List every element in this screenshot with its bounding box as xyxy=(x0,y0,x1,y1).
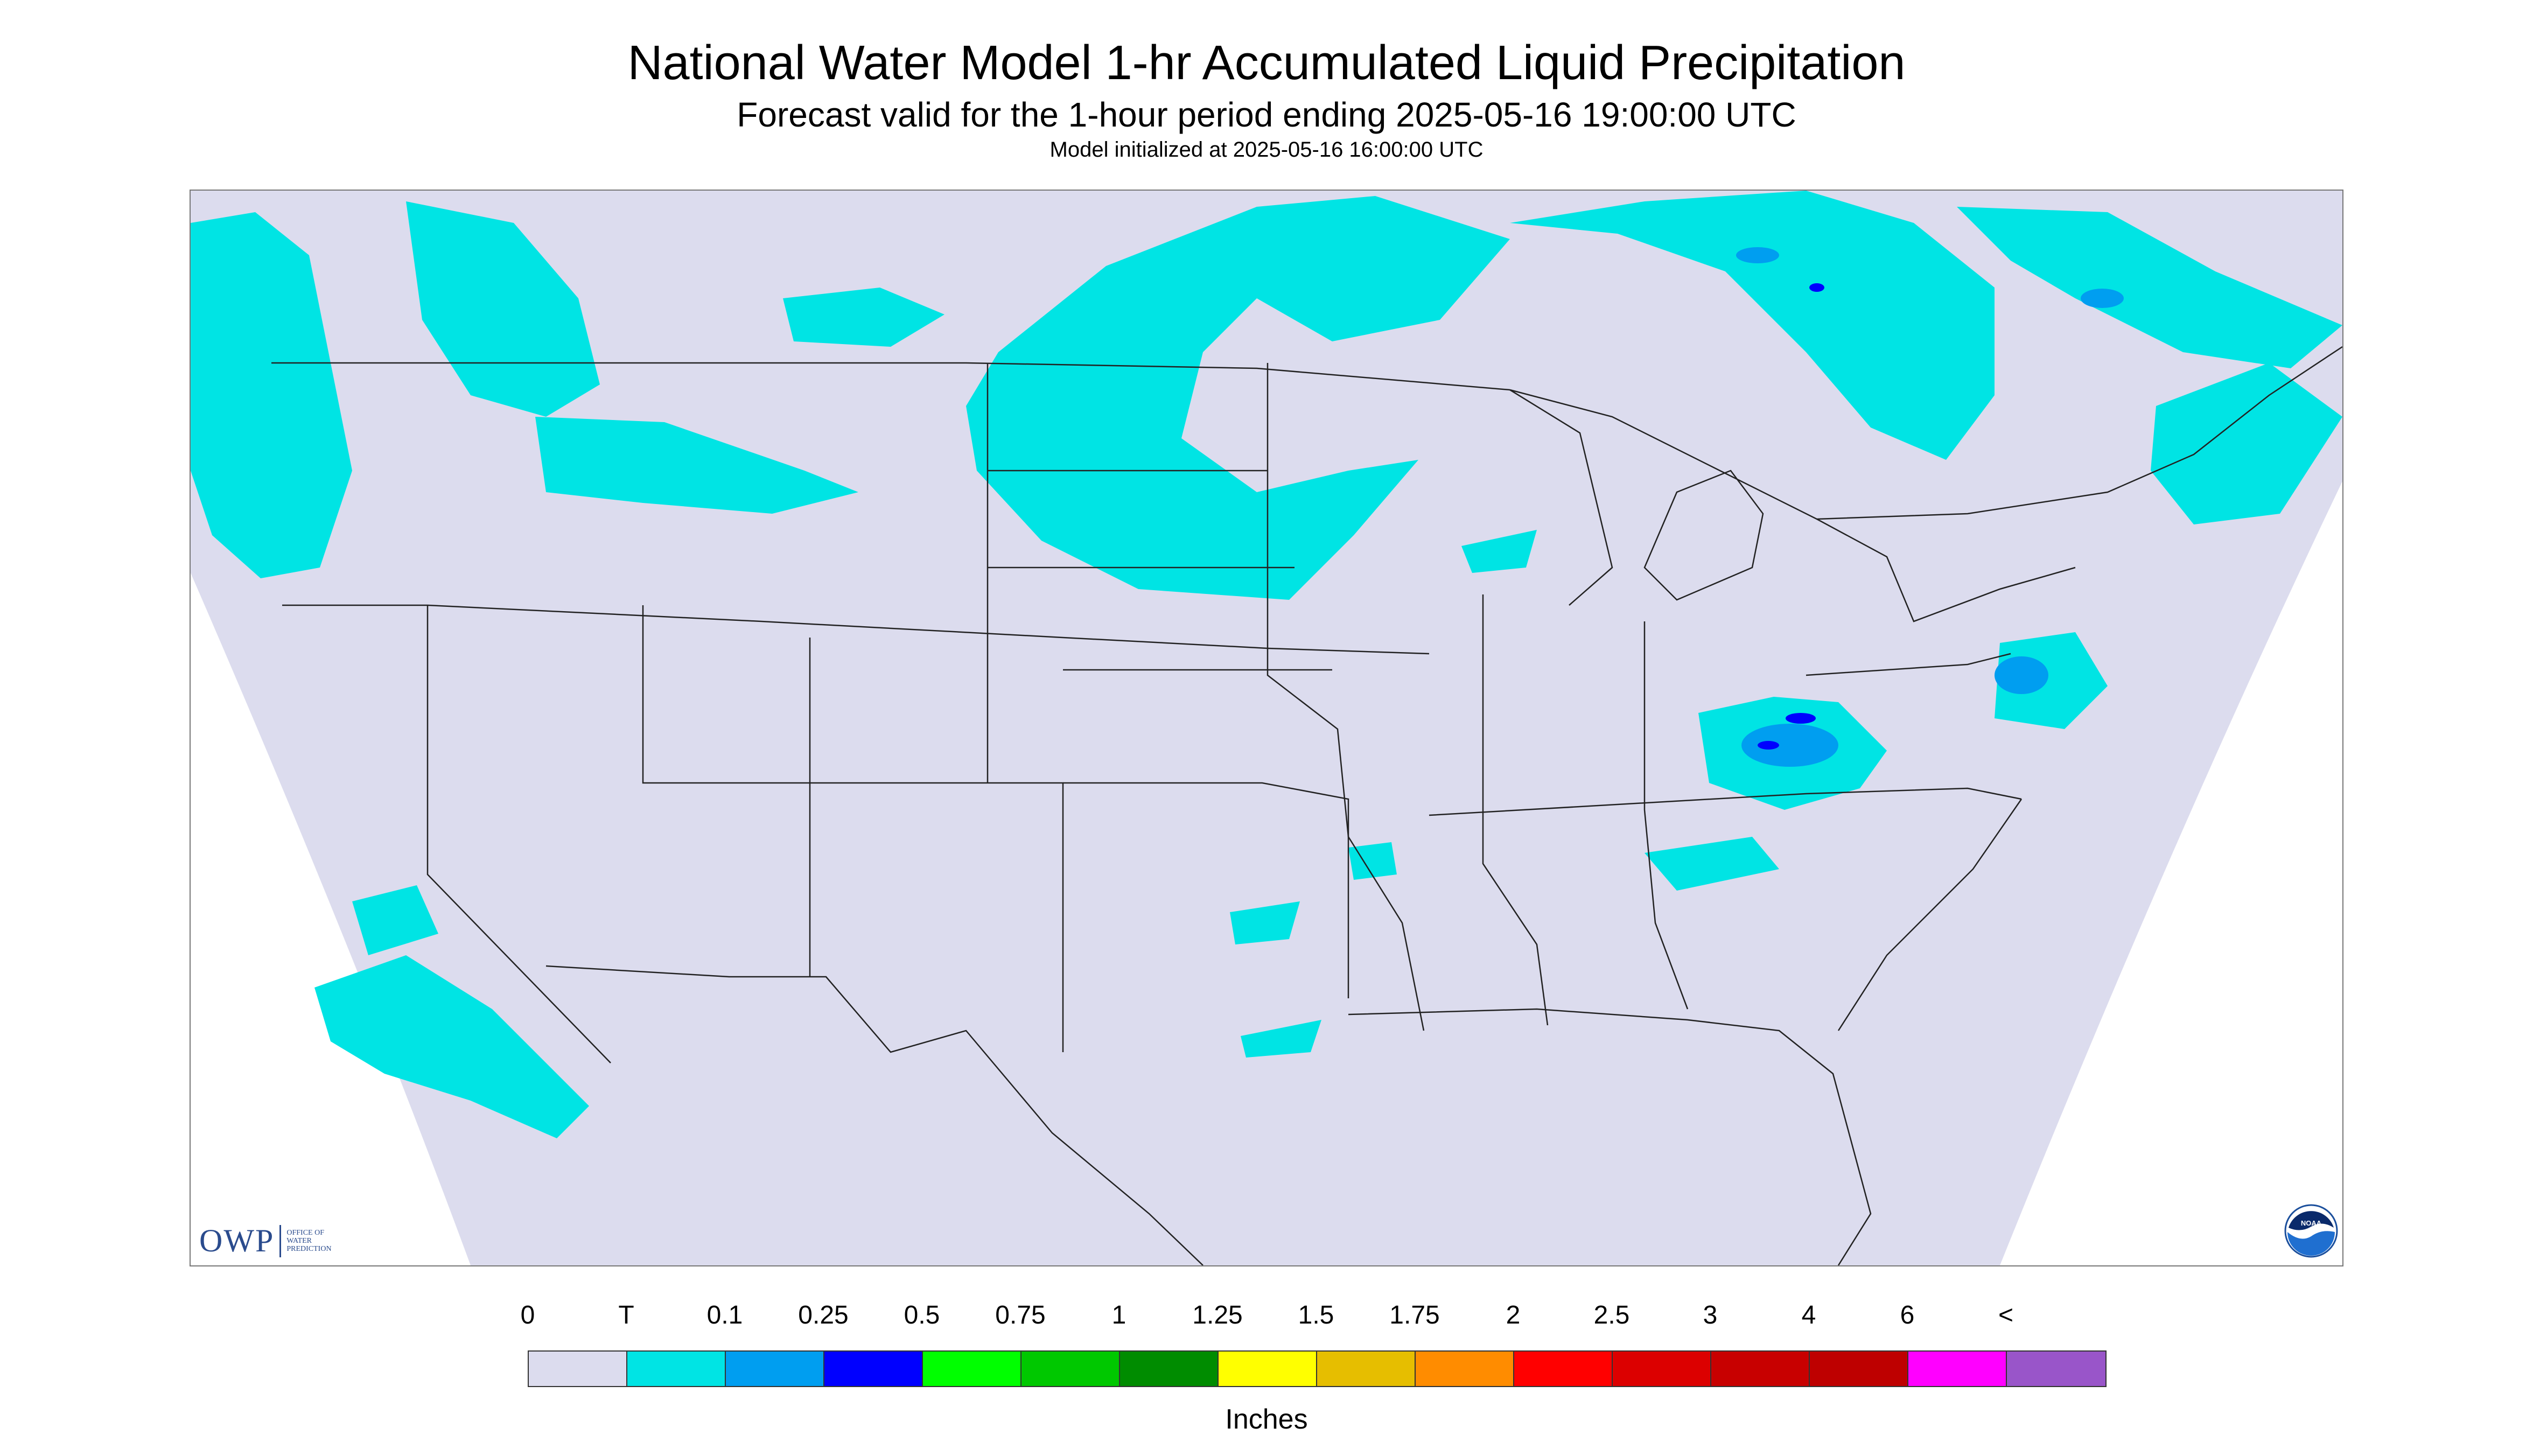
legend-swatch xyxy=(1219,1352,1317,1386)
us-canada-border xyxy=(271,362,1510,391)
nevada-california xyxy=(426,605,611,1063)
legend-color-bar xyxy=(528,1350,2107,1387)
domain-edge-left xyxy=(191,573,471,1265)
legend-swatch xyxy=(1613,1352,1711,1386)
precipitation-map xyxy=(190,190,2343,1266)
precip-areas-light xyxy=(1736,247,2124,767)
precip-pacific-northwest xyxy=(191,212,352,578)
map-canvas xyxy=(191,191,2342,1265)
legend-swatch xyxy=(1021,1352,1120,1386)
legend-label: 2 xyxy=(1506,1301,1521,1329)
precip-new-england xyxy=(2151,363,2342,524)
legend-swatch xyxy=(923,1352,1021,1386)
legend-swatch xyxy=(1120,1352,1219,1386)
legend-label: 4 xyxy=(1801,1301,1816,1329)
illinois-indiana-alabama xyxy=(1482,594,1549,1026)
precip-iowa-cell xyxy=(1461,530,1537,573)
legend-swatch xyxy=(1908,1352,2007,1386)
precip-light-appalachians xyxy=(1741,724,1838,767)
map-title: National Water Model 1-hr Accumulated Li… xyxy=(627,36,1906,90)
political-boundaries xyxy=(271,346,2342,1265)
precip-light-mid-atlantic xyxy=(1995,656,2048,694)
precip-areas-heavy xyxy=(1758,283,1824,750)
gulf-coast-florida xyxy=(1348,1008,1872,1265)
owp-logo-separator xyxy=(279,1224,282,1257)
nevada-utah-arizona xyxy=(642,605,811,977)
noaa-logo-sky xyxy=(2289,1211,2334,1230)
atlantic-coast xyxy=(1837,799,2023,1031)
legend-labels: 0 T 0.1 0.25 0.5 0.75 1 1.25 1.5 1.75 2 2.5 3 4 6 < xyxy=(0,1300,2533,1338)
noaa-logo-lettering: NOAA xyxy=(2301,1219,2322,1227)
legend-label: 0.1 xyxy=(706,1301,743,1329)
pennsylvania-maryland xyxy=(1806,653,2011,676)
state-line-42n xyxy=(282,604,1430,655)
legend-swatch xyxy=(2007,1352,2105,1386)
precip-upper-midwest-comma xyxy=(966,196,1510,600)
noaa-logo-water xyxy=(2287,1231,2335,1256)
legend-swatch xyxy=(1810,1352,1908,1386)
legend-swatch xyxy=(529,1352,627,1386)
precip-heavy-ontario xyxy=(1809,283,1824,292)
precip-montana-wyoming xyxy=(535,417,858,514)
four-corners xyxy=(809,638,1064,1052)
legend-label: 2.5 xyxy=(1593,1301,1630,1329)
legend-label: T xyxy=(618,1301,634,1329)
owp-logo: OWP OFFICE OF WATER PREDICTION xyxy=(199,1222,367,1259)
legend-swatch xyxy=(726,1352,824,1386)
precip-arkansas-cell xyxy=(1348,842,1397,880)
precip-gulf-coast xyxy=(1241,1020,1321,1058)
legend-swatch xyxy=(824,1352,923,1386)
legend-label: 0.5 xyxy=(904,1301,940,1329)
oklahoma-arkansas xyxy=(1063,782,1349,998)
precip-california-north xyxy=(352,885,438,955)
precip-light-quebec xyxy=(2081,289,2124,308)
us-mexico-border xyxy=(545,965,1203,1265)
precip-southern-california xyxy=(314,955,589,1138)
legend-label: 1 xyxy=(1111,1301,1126,1329)
mississippi-river-line xyxy=(1266,363,1425,1031)
legend-units: Inches xyxy=(1225,1404,1308,1435)
ohio-georgia xyxy=(1643,621,1689,1010)
legend-label: 1.5 xyxy=(1298,1301,1334,1329)
legend-label: 1.75 xyxy=(1389,1301,1440,1329)
legend-label: 0.25 xyxy=(798,1301,849,1329)
legend-label: 3 xyxy=(1703,1301,1718,1329)
owp-logo-text: OFFICE OF WATER PREDICTION xyxy=(286,1229,332,1253)
map-subtitle: Forecast valid for the 1-hour period end… xyxy=(737,95,1796,134)
precip-ontario-band xyxy=(1510,191,1995,460)
legend-swatch xyxy=(1416,1352,1514,1386)
legend-label: 0.75 xyxy=(995,1301,1046,1329)
domain-edge-right xyxy=(2000,481,2342,1265)
precip-heavy-appalachians xyxy=(1786,713,1816,724)
legend-label: 1.25 xyxy=(1192,1301,1243,1329)
precip-heavy-appalachians-2 xyxy=(1758,741,1779,750)
us-canada-border-east xyxy=(1509,346,2342,520)
tennessee-north-carolina xyxy=(1429,787,2022,816)
precip-southeast-streaks xyxy=(1645,837,1779,891)
lake-michigan-outline xyxy=(1509,389,1613,606)
model-init-text: Model initialized at 2025-05-16 16:00:00… xyxy=(1049,138,1484,162)
dakotas-nebraska-kansas xyxy=(988,470,1332,671)
precip-mid-atlantic xyxy=(1995,632,2108,729)
legend-swatch xyxy=(1711,1352,1810,1386)
precip-light-ontario xyxy=(1736,247,1779,263)
precip-texas-cell xyxy=(1230,901,1300,944)
legend-label: < xyxy=(1998,1301,2014,1329)
legend-swatch xyxy=(1514,1352,1613,1386)
legend-label: 0 xyxy=(520,1301,535,1329)
precip-north-dakota-cells xyxy=(783,288,944,347)
owp-logo-mark: OWP xyxy=(199,1223,275,1258)
legend-swatch xyxy=(1317,1352,1416,1386)
lake-erie-ontario xyxy=(1816,518,2076,622)
noaa-logo: NOAA xyxy=(2284,1204,2338,1258)
precip-areas-trace xyxy=(191,191,2342,1138)
michigan-peninsula xyxy=(1643,470,1764,601)
precip-quebec-band xyxy=(1957,207,2342,368)
legend-label: 6 xyxy=(1900,1301,1915,1329)
legend-swatch xyxy=(627,1352,726,1386)
